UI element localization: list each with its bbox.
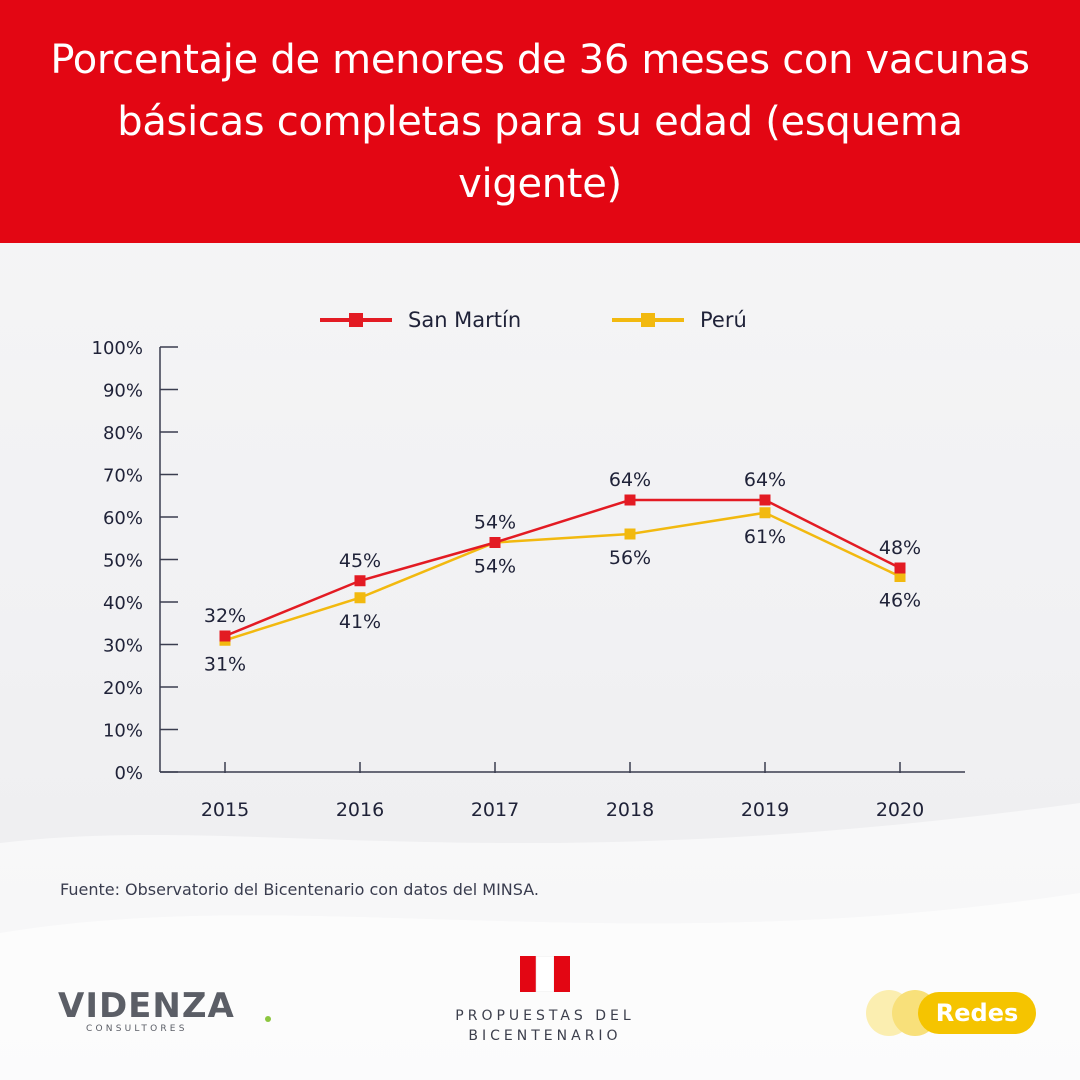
legend-swatch-san-martin: [320, 300, 392, 340]
y-tick-label: 90%: [103, 381, 143, 402]
y-tick-label: 80%: [103, 423, 143, 444]
y-tick-label: 0%: [114, 763, 143, 784]
data-point-0-0: [219, 630, 231, 642]
peru-flag-icon: [520, 956, 570, 992]
data-point-0-5: [894, 562, 906, 574]
y-tick-label: 10%: [103, 721, 143, 742]
legend-item-peru: Perú: [612, 300, 747, 340]
series-line-0: [224, 498, 901, 638]
series-line-1: [224, 511, 901, 642]
data-label-1-3: 56%: [609, 547, 651, 569]
videnza-logo: VIDENZA CONSULTORES: [58, 986, 271, 1036]
y-tick-label: 50%: [103, 551, 143, 572]
data-label-0-0: 32%: [204, 605, 246, 627]
y-tick-label: 100%: [92, 338, 143, 359]
y-tick-label: 40%: [103, 593, 143, 614]
videnza-logo-word: VIDENZA: [58, 986, 235, 1026]
data-point-1-1: [354, 592, 366, 604]
bicentenario-logo: PROPUESTAS DEL BICENTENARIO: [440, 950, 650, 1050]
data-point-1-5: [894, 571, 906, 582]
x-tick-label: 2015: [201, 799, 249, 821]
chart-title: Porcentaje de menores de 36 meses con va…: [50, 36, 1030, 207]
bicentenario-logo-line1: PROPUESTAS DEL: [455, 1008, 635, 1024]
y-tick-label: 20%: [103, 678, 143, 699]
x-tick-label: 2020: [876, 799, 924, 821]
data-label-0-4: 64%: [744, 469, 786, 491]
data-label-1-2: 54%: [474, 556, 516, 578]
redes-label: Redes: [918, 992, 1036, 1034]
data-point-0-1: [354, 575, 366, 587]
data-point-0-3: [624, 494, 636, 506]
legend-swatch-peru: [612, 300, 684, 340]
videnza-logo-dot: [265, 1016, 271, 1022]
legend-label-peru: Perú: [700, 308, 747, 332]
redes-badge: Redes: [866, 988, 1046, 1038]
data-label-1-0: 31%: [204, 653, 246, 675]
data-label-0-2: 54%: [474, 512, 516, 534]
x-tick-label: 2017: [471, 799, 519, 821]
x-tick-label: 2016: [336, 799, 384, 821]
source-note: Fuente: Observatorio del Bicentenario co…: [60, 880, 539, 899]
data-point-1-4: [759, 507, 771, 519]
y-tick-label: 60%: [103, 508, 143, 529]
data-label-0-3: 64%: [609, 469, 651, 491]
data-point-1-3: [624, 528, 636, 540]
legend-label-san-martin: San Martín: [408, 308, 522, 332]
data-label-0-1: 45%: [339, 550, 381, 572]
data-label-1-5: 46%: [879, 590, 921, 612]
data-label-1-1: 41%: [339, 611, 381, 633]
x-tick-label: 2018: [606, 799, 654, 821]
bicentenario-logo-line2: BICENTENARIO: [468, 1028, 622, 1044]
y-tick-label: 70%: [103, 466, 143, 487]
videnza-logo-sub: CONSULTORES: [86, 1024, 188, 1034]
title-banner: Porcentaje de menores de 36 meses con va…: [0, 0, 1080, 243]
x-tick-label: 2019: [741, 799, 789, 821]
legend-item-san-martin: San Martín: [320, 300, 521, 340]
data-point-0-2: [489, 537, 501, 548]
y-tick-label: 30%: [103, 636, 143, 657]
data-label-1-4: 61%: [744, 526, 786, 548]
chart-legend: San Martín Perú: [0, 300, 1080, 340]
data-label-0-5: 48%: [879, 537, 921, 559]
data-point-0-4: [759, 494, 771, 506]
